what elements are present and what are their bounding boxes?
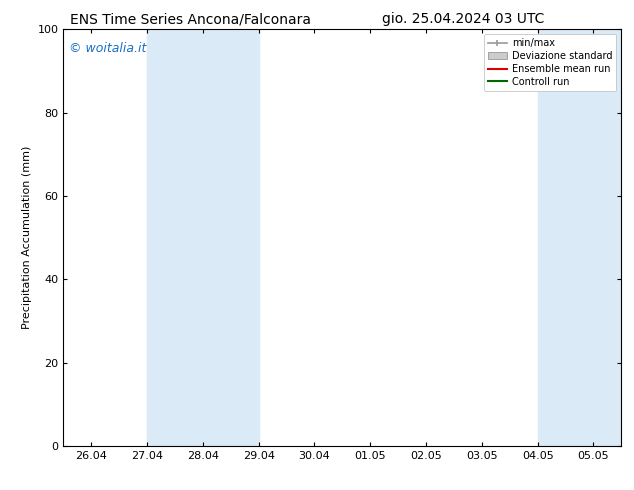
Text: © woitalia.it: © woitalia.it [69, 42, 146, 55]
Y-axis label: Precipitation Accumulation (mm): Precipitation Accumulation (mm) [22, 146, 32, 329]
Text: ENS Time Series Ancona/Falconara: ENS Time Series Ancona/Falconara [70, 12, 311, 26]
Legend: min/max, Deviazione standard, Ensemble mean run, Controll run: min/max, Deviazione standard, Ensemble m… [484, 34, 616, 91]
Text: gio. 25.04.2024 03 UTC: gio. 25.04.2024 03 UTC [382, 12, 544, 26]
Bar [147, 29, 259, 446]
Bar [538, 29, 634, 446]
